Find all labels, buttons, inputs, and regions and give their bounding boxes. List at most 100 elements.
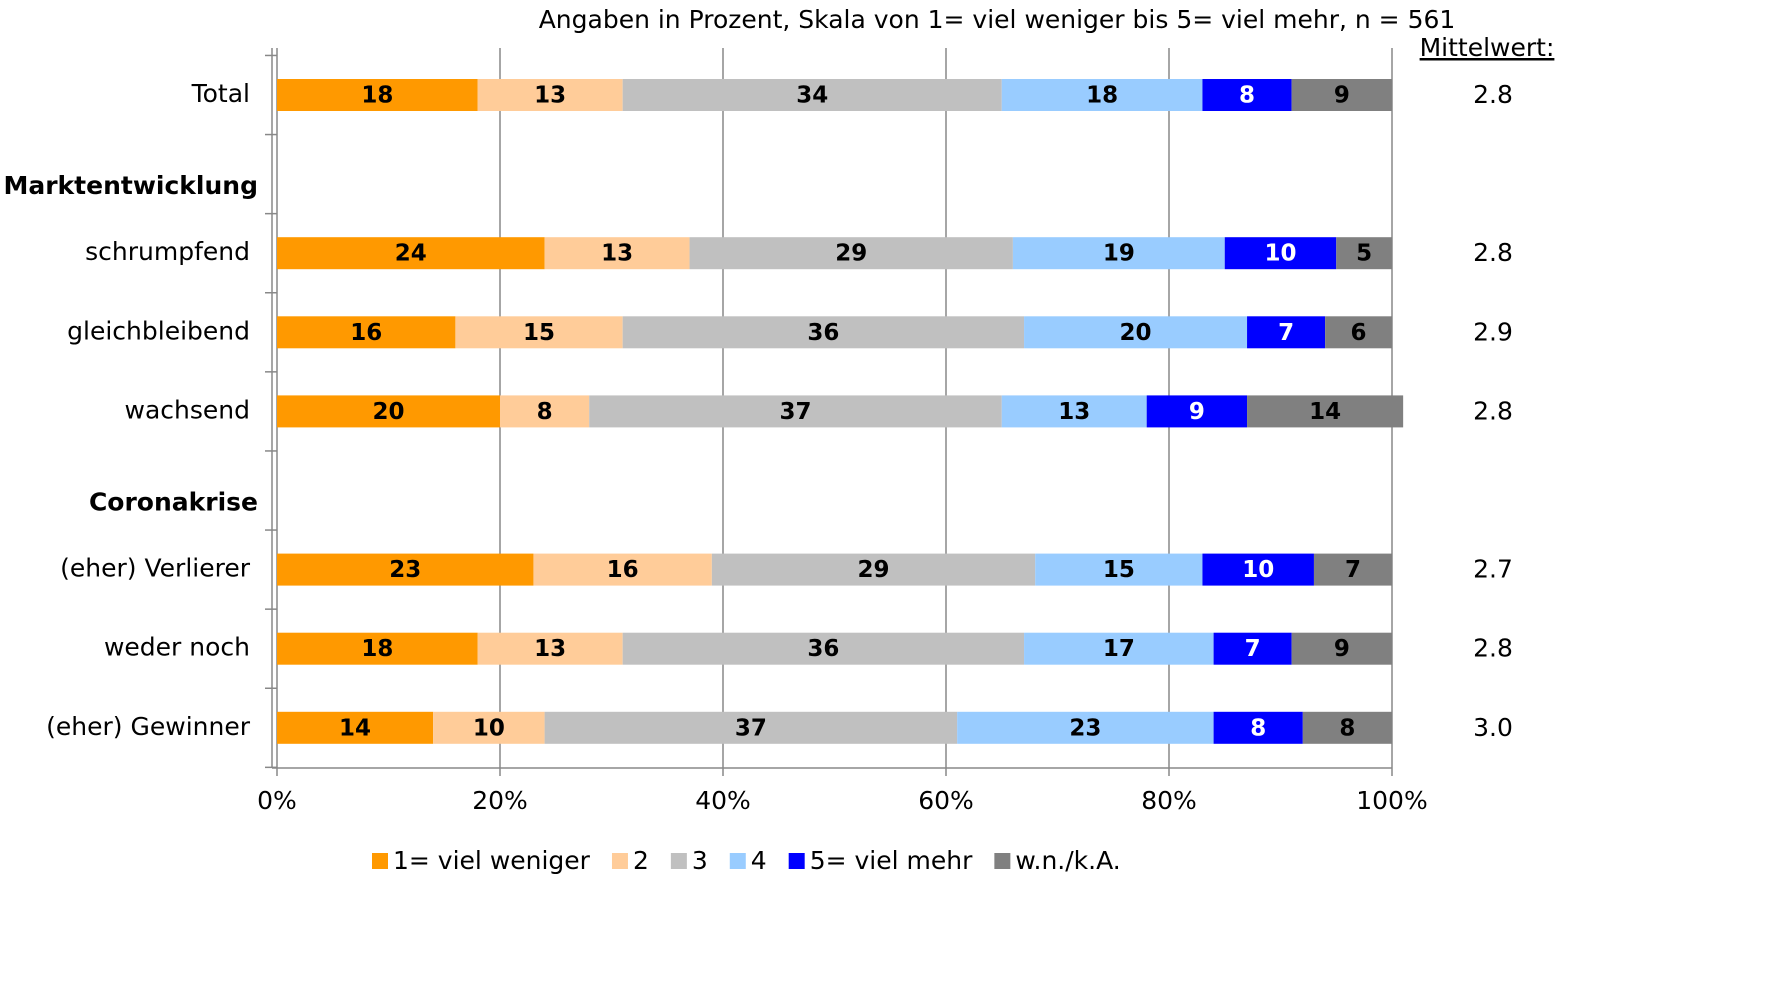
bar-segment xyxy=(1336,237,1392,270)
bar-segment xyxy=(544,711,958,744)
bar-segment xyxy=(277,316,456,349)
legend-label: 4 xyxy=(751,846,767,875)
data-label: 17 xyxy=(1103,636,1135,662)
mean-value: 2.8 xyxy=(1473,634,1513,663)
data-label: 16 xyxy=(350,320,382,346)
data-label: 15 xyxy=(1103,557,1135,583)
bar-segment xyxy=(1024,632,1214,665)
x-tick-label: 80% xyxy=(1141,786,1197,815)
bar-segment xyxy=(1001,79,1203,111)
data-label: 8 xyxy=(537,399,553,425)
y-tick-label: (eher) Gewinner xyxy=(46,712,251,741)
bar-segment xyxy=(711,553,1036,586)
bar-segment xyxy=(1325,316,1392,349)
data-label: 8 xyxy=(1239,83,1255,109)
data-label: 18 xyxy=(1086,83,1118,109)
data-label: 36 xyxy=(807,320,839,346)
mean-value: 3.0 xyxy=(1473,713,1513,742)
data-label: 16 xyxy=(607,557,639,583)
data-label: 37 xyxy=(735,715,767,741)
y-tick-label: weder noch xyxy=(104,633,250,662)
bar-segment xyxy=(622,632,1025,665)
bar-segment xyxy=(1012,237,1225,270)
bar-segment xyxy=(455,316,623,349)
bar-segment xyxy=(1213,711,1303,744)
bar-segment xyxy=(477,632,623,665)
data-label: 7 xyxy=(1278,320,1294,346)
legend-label: 2 xyxy=(633,846,649,875)
data-label: 18 xyxy=(361,83,393,109)
bar-segment xyxy=(1224,237,1337,270)
bar-segment xyxy=(1146,395,1248,428)
mean-value: 2.9 xyxy=(1473,317,1513,346)
data-label: 9 xyxy=(1189,399,1205,425)
bar-segment xyxy=(1001,395,1147,428)
bar-segment xyxy=(1202,79,1292,111)
data-label: 36 xyxy=(807,636,839,662)
data-label: 20 xyxy=(1120,320,1152,346)
mean-value: 2.8 xyxy=(1473,238,1513,267)
legend-swatch xyxy=(994,853,1011,869)
bar-segment xyxy=(277,237,545,270)
data-label: 34 xyxy=(796,83,828,109)
data-label: 23 xyxy=(389,557,421,583)
bar-segment xyxy=(1291,79,1392,111)
bar-segment xyxy=(1024,316,1248,349)
bar-segment xyxy=(622,316,1025,349)
data-label: 18 xyxy=(361,636,393,662)
legend-swatch xyxy=(670,853,687,869)
bar-segment xyxy=(544,237,690,270)
bar-segment xyxy=(1313,553,1392,586)
legend-swatch xyxy=(729,853,746,869)
bar-segment xyxy=(1247,316,1326,349)
bar-segment xyxy=(1247,395,1404,428)
data-label: 7 xyxy=(1245,636,1261,662)
data-label: 9 xyxy=(1334,83,1350,109)
data-label: 13 xyxy=(534,83,566,109)
data-label: 20 xyxy=(372,399,404,425)
bar-segment xyxy=(1302,711,1392,744)
bar-segment xyxy=(277,79,478,111)
data-label: 5 xyxy=(1356,241,1372,267)
data-label: 6 xyxy=(1351,320,1367,346)
y-tick-label: (eher) Verlierer xyxy=(60,554,251,583)
bar-segment xyxy=(277,632,478,665)
group-label: Coronakrise xyxy=(89,488,258,517)
mean-value: 2.8 xyxy=(1473,80,1513,109)
data-label: 10 xyxy=(473,715,505,741)
data-label: 13 xyxy=(1058,399,1090,425)
data-label: 13 xyxy=(601,241,633,267)
data-label: 7 xyxy=(1345,557,1361,583)
x-tick-label: 100% xyxy=(1356,786,1427,815)
mean-value: 2.8 xyxy=(1473,396,1513,425)
bar-segment xyxy=(589,395,1002,428)
bar-segment xyxy=(957,711,1214,744)
mean-value: 2.7 xyxy=(1473,555,1513,584)
y-tick-label: wachsend xyxy=(125,395,250,424)
bar-segment xyxy=(689,237,1013,270)
data-label: 14 xyxy=(1309,399,1341,425)
bar-segment xyxy=(1213,632,1292,665)
bar-segment xyxy=(277,553,534,586)
legend-label: 3 xyxy=(692,846,708,875)
bar-segment xyxy=(500,395,590,428)
data-label: 9 xyxy=(1334,636,1350,662)
data-label: 15 xyxy=(523,320,555,346)
legend-swatch xyxy=(788,853,805,869)
bar-segment xyxy=(1202,553,1314,586)
data-label: 8 xyxy=(1339,715,1355,741)
legend-label: w.n./k.A. xyxy=(1015,846,1120,875)
data-label: 8 xyxy=(1250,715,1266,741)
x-tick-label: 20% xyxy=(472,786,528,815)
mean-header: Mittelwert: xyxy=(1420,33,1555,62)
data-label: 29 xyxy=(835,241,867,267)
bar-segment xyxy=(533,553,712,586)
y-tick-label: schrumpfend xyxy=(85,237,250,266)
data-label: 37 xyxy=(779,399,811,425)
data-label: 10 xyxy=(1264,241,1296,267)
x-tick-label: 60% xyxy=(918,786,974,815)
data-label: 23 xyxy=(1069,715,1101,741)
y-tick-label: gleichbleibend xyxy=(67,316,250,345)
data-label: 14 xyxy=(339,715,371,741)
